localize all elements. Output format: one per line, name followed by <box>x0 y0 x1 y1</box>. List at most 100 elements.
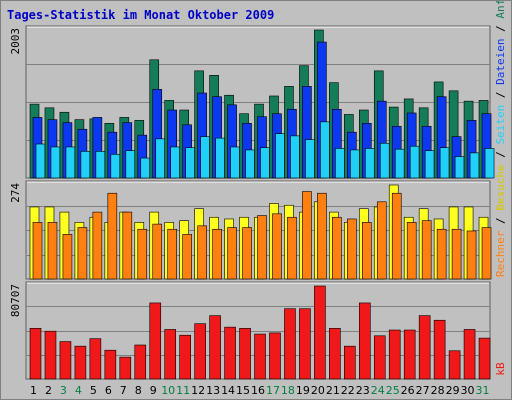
legend-item-seiten: Seiten <box>494 105 507 145</box>
bar-seiten-day-15 <box>245 149 255 179</box>
bar-kb-day-30 <box>463 329 476 380</box>
x-tick-label-6: 6 <box>105 384 112 397</box>
bar-rechner-day-18 <box>287 216 297 280</box>
bar-kb-day-31 <box>478 337 491 380</box>
bar-seiten-day-27 <box>424 150 435 179</box>
bar-rechner-day-31 <box>481 227 492 280</box>
bar-rechner-day-22 <box>347 218 357 280</box>
x-tick-label-16: 16 <box>251 384 265 397</box>
bar-rechner-day-3 <box>62 234 73 280</box>
bar-seiten-day-29 <box>454 156 465 179</box>
panel-1-max-label: 2003 <box>9 28 22 55</box>
bar-rechner-day-28 <box>436 228 447 280</box>
bar-kb-day-1 <box>29 327 42 380</box>
x-tick-label-13: 13 <box>206 384 220 397</box>
x-tick-label-12: 12 <box>191 384 205 397</box>
bar-rechner-day-21 <box>332 216 342 280</box>
bar-seiten-day-19 <box>305 139 315 179</box>
bar-rechner-day-5 <box>92 211 103 280</box>
bar-rechner-day-16 <box>257 215 267 280</box>
bar-seiten-day-13 <box>215 137 225 179</box>
x-tick-label-22: 22 <box>341 384 355 397</box>
bar-kb-day-29 <box>448 350 461 380</box>
x-tick-label-9: 9 <box>150 384 157 397</box>
x-tick-label-3: 3 <box>60 384 67 397</box>
bar-rechner-day-8 <box>137 228 148 280</box>
bar-seiten-day-18 <box>290 135 300 179</box>
bar-rechner-day-9 <box>152 223 163 280</box>
bar-rechner-day-23 <box>361 222 372 280</box>
x-tick-label-21: 21 <box>326 384 340 397</box>
bar-kb-day-4 <box>74 345 87 380</box>
x-tick-label-25: 25 <box>386 384 400 397</box>
x-tick-label-4: 4 <box>75 384 82 397</box>
bar-rechner-day-17 <box>272 213 282 280</box>
x-tick-label-5: 5 <box>90 384 97 397</box>
bar-rechner-day-30 <box>466 230 477 280</box>
bar-kb-day-12 <box>194 323 206 380</box>
bar-rechner-day-1 <box>32 222 43 280</box>
legend-item-dateien: Dateien <box>494 39 507 85</box>
bar-seiten-day-21 <box>335 148 345 179</box>
bar-kb-day-9 <box>149 302 162 380</box>
bar-rechner-day-13 <box>212 228 222 280</box>
x-tick-label-30: 30 <box>461 384 475 397</box>
bar-kb-day-2 <box>44 330 57 380</box>
bar-kb-day-23 <box>358 302 371 380</box>
bar-seiten-day-1 <box>35 143 46 179</box>
bar-seiten-day-20 <box>320 121 330 179</box>
x-tick-label-28: 28 <box>431 384 445 397</box>
bar-kb-day-13 <box>209 315 221 380</box>
bar-kb-day-19 <box>299 308 311 380</box>
bar-kb-day-20 <box>314 285 326 380</box>
panel-2-max-label: 274 <box>9 183 22 203</box>
bar-rechner-day-2 <box>47 222 58 280</box>
bar-kb-day-16 <box>254 333 266 380</box>
bar-seiten-day-23 <box>364 148 375 179</box>
chart-title: Tages-Statistik im Monat Oktober 2009 <box>7 8 275 22</box>
x-tick-label-19: 19 <box>296 384 310 397</box>
bar-rechner-day-19 <box>302 191 312 280</box>
x-tick-label-20: 20 <box>311 384 325 397</box>
bar-rechner-day-24 <box>376 201 387 280</box>
bar-seiten-day-12 <box>200 136 210 179</box>
x-tick-label-24: 24 <box>371 384 385 397</box>
bar-kb-day-8 <box>134 344 147 380</box>
legend-item-rechner: Rechner <box>494 230 507 277</box>
x-tick-label-1: 1 <box>30 384 37 397</box>
bar-rechner-day-6 <box>107 192 118 280</box>
bar-seiten-day-30 <box>469 152 480 179</box>
bar-seiten-day-10 <box>170 146 181 179</box>
x-tick-label-26: 26 <box>401 384 415 397</box>
bar-seiten-day-4 <box>80 151 91 179</box>
x-tick-label-14: 14 <box>221 384 235 397</box>
bar-rechner-day-7 <box>122 211 133 280</box>
bar-seiten-day-7 <box>125 150 136 179</box>
x-tick-label-8: 8 <box>135 384 142 397</box>
legend-item-besuche: Besuche <box>494 164 507 210</box>
bar-rechner-day-20 <box>317 192 327 280</box>
bar-seiten-day-2 <box>50 146 61 179</box>
bar-rechner-day-29 <box>451 228 462 280</box>
bar-seiten-day-28 <box>439 147 450 179</box>
bar-rechner-day-27 <box>421 220 432 280</box>
bar-kb-day-15 <box>239 327 251 380</box>
bar-rechner-day-25 <box>391 192 402 280</box>
bar-kb-day-25 <box>388 329 401 380</box>
legend-item-separator: / <box>494 145 507 165</box>
x-tick-label-11: 11 <box>176 384 190 397</box>
bar-rechner-day-10 <box>167 228 178 280</box>
bar-kb-day-11 <box>179 334 191 380</box>
x-tick-label-23: 23 <box>356 384 370 397</box>
x-tick-label-2: 2 <box>45 384 52 397</box>
bar-kb-day-21 <box>329 327 341 380</box>
bar-seiten-day-17 <box>275 133 285 179</box>
x-tick-label-27: 27 <box>416 384 430 397</box>
bar-kb-day-14 <box>224 326 236 380</box>
x-tick-label-18: 18 <box>281 384 295 397</box>
legend-item-separator: / <box>494 211 507 231</box>
bar-seiten-day-25 <box>394 148 405 179</box>
x-tick-label-17: 17 <box>266 384 280 397</box>
bar-seiten-day-16 <box>260 147 270 179</box>
